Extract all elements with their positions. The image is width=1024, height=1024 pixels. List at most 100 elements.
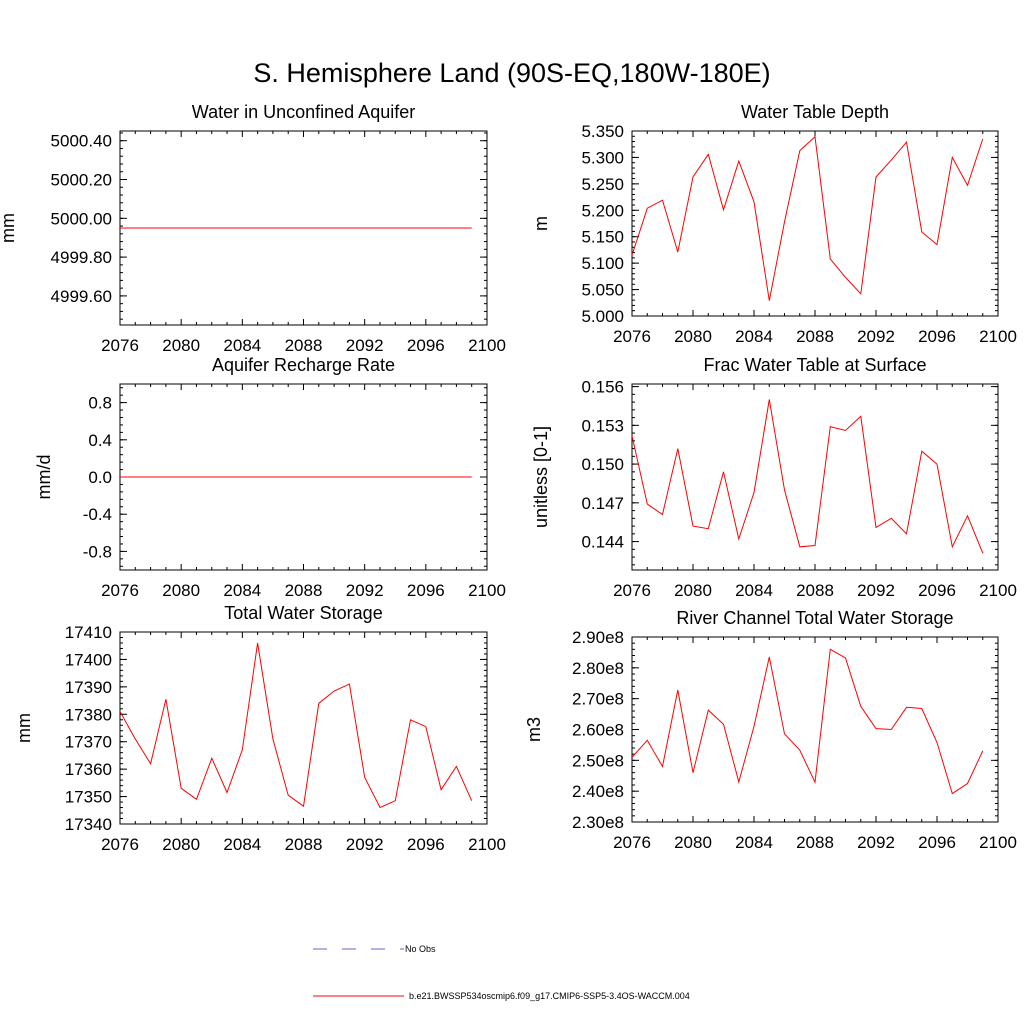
panel-frac-water-table-at-surface-xtick-label: 2076 [613,581,651,600]
panel-total-water-storage-xtick-label: 2096 [407,835,445,854]
panel-water-in-unconfined-aquifer-ytick-label: 5000.40 [51,132,112,151]
panel-water-in-unconfined-aquifer-title: Water in Unconfined Aquifer [192,102,415,122]
panel-frac-water-table-at-surface-ytick-label: 0.144 [581,533,624,552]
panel-river-channel-total-water-storage-ylabel: m3 [524,717,544,742]
panel-frac-water-table-at-surface-xtick-label: 2084 [735,581,773,600]
panel-aquifer-recharge-rate-ylabel: mm/d [34,455,54,500]
panel-river-channel-total-water-storage-title: River Channel Total Water Storage [676,608,953,628]
panel-aquifer-recharge-rate-xtick-label: 2076 [101,581,139,600]
panel-water-in-unconfined-aquifer-ytick-label: 5000.00 [51,209,112,228]
panel-aquifer-recharge-rate-ytick-label: 0.8 [88,394,112,413]
panel-river-channel-total-water-storage-xtick-label: 2080 [674,833,712,852]
panel-water-table-depth-title: Water Table Depth [741,102,889,122]
panel-water-table-depth-frame [631,130,999,317]
panel-water-table-depth-ytick-label: 5.250 [581,175,624,194]
panel-total-water-storage-ytick-label: 17410 [65,623,112,642]
panel-frac-water-table-at-surface-title: Frac Water Table at Surface [703,355,926,375]
legend-label-no-obs: No Obs [405,944,436,954]
panel-river-channel-total-water-storage-series-line [631,648,984,795]
figure-title: S. Hemisphere Land (90S-EQ,180W-180E) [253,58,770,88]
panel-water-in-unconfined-aquifer-ytick-label: 4999.60 [51,287,112,306]
legend: No Obs b.e21.BWSSP534oscmip6.f09_g17.CMI… [313,944,690,1001]
panel-total-water-storage-ylabel: mm [14,713,34,743]
panel-water-in-unconfined-aquifer-xtick-label: 2096 [407,336,445,355]
panel-water-table-depth-ylabel: m [531,216,551,231]
panel-river-channel-total-water-storage-xtick-label: 2084 [735,833,773,852]
panel-river-channel-total-water-storage-xtick-label: 2076 [613,833,651,852]
legend-label-model: b.e21.BWSSP534oscmip6.f09_g17.CMIP6-SSP5… [409,991,690,1001]
panel-frac-water-table-at-surface-ytick-label: 0.147 [581,494,624,513]
panel-water-in-unconfined-aquifer: Water in Unconfined Aquifer mm 2076 2080 208… [0,102,506,355]
panel-aquifer-recharge-rate-xtick-label: 2096 [407,581,445,600]
panel-river-channel-total-water-storage-ytick-label: 2.90e8 [572,628,624,647]
panel-aquifer-recharge-rate-ytick-label: 0.4 [88,431,112,450]
panel-water-table-depth-xtick-label: 2080 [674,327,712,346]
panel-total-water-storage-xtick-label: 2080 [162,835,200,854]
panel-water-table-depth-xtick-label: 2076 [613,327,651,346]
panel-river-channel-total-water-storage-xtick-label: 2096 [918,833,956,852]
panel-total-water-storage-frame [119,631,488,825]
panel-water-table-depth-xtick-label: 2096 [918,327,956,346]
panel-frac-water-table-at-surface: Frac Water Table at Surface unitless [0-1… [531,355,1017,600]
panel-total-water-storage-xtick-label: 2100 [468,835,506,854]
panel-river-channel-total-water-storage-ytick-label: 2.70e8 [572,690,624,709]
panel-water-in-unconfined-aquifer-xtick-label: 2100 [468,336,506,355]
panel-aquifer-recharge-rate-xtick-label: 2088 [285,581,323,600]
panel-total-water-storage-xtick-label: 2092 [346,835,384,854]
panel-frac-water-table-at-surface-xtick-label: 2088 [796,581,834,600]
panel-frac-water-table-at-surface-ytick-label: 0.150 [581,455,624,474]
panel-water-table-depth-ytick-label: 5.100 [581,254,624,273]
panel-river-channel-total-water-storage-ytick-label: 2.30e8 [572,813,624,832]
panel-water-table-depth-series-line [631,135,984,301]
panel-water-in-unconfined-aquifer-xtick-label: 2080 [162,336,200,355]
panel-river-channel-total-water-storage-ytick-label: 2.50e8 [572,751,624,770]
panel-water-table-depth-ytick-label: 5.200 [581,201,624,220]
panel-total-water-storage-ytick-label: 17370 [65,733,112,752]
panel-aquifer-recharge-rate-ytick-label: -0.8 [83,542,112,561]
panel-aquifer-recharge-rate-xtick-label: 2100 [468,581,506,600]
panel-frac-water-table-at-surface-xtick-label: 2080 [674,581,712,600]
panel-river-channel-total-water-storage-xtick-label: 2092 [857,833,895,852]
panel-frac-water-table-at-surface-xtick-label: 2092 [857,581,895,600]
panel-total-water-storage-ytick-label: 17350 [65,788,112,807]
panel-water-table-depth: Water Table Depth m 2076 2080 2084 2088 2092 20… [531,102,1017,346]
panel-water-in-unconfined-aquifer-xtick-label: 2084 [223,336,261,355]
panel-frac-water-table-at-surface-series-line [631,399,984,554]
panel-river-channel-total-water-storage-ytick-label: 2.80e8 [572,659,624,678]
panel-total-water-storage-title: Total Water Storage [224,603,382,623]
panel-river-channel-total-water-storage-ytick-label: 2.60e8 [572,721,624,740]
panel-water-table-depth-ytick-label: 5.000 [581,307,624,326]
panel-river-channel-total-water-storage-ytick-label: 2.40e8 [572,782,624,801]
panel-water-table-depth-xtick-label: 2092 [857,327,895,346]
panel-total-water-storage-xtick-label: 2076 [101,835,139,854]
panel-water-in-unconfined-aquifer-xtick-label: 2088 [285,336,323,355]
panel-water-table-depth-xtick-label: 2084 [735,327,773,346]
panel-river-channel-total-water-storage-xtick-label: 2100 [979,833,1017,852]
panel-water-table-depth-ytick-label: 5.150 [581,228,624,247]
panel-aquifer-recharge-rate: Aquifer Recharge Rate mm/d 2076 2080 2084 208… [34,355,506,600]
panel-water-table-depth-ytick-label: 5.050 [581,281,624,300]
panel-total-water-storage-ytick-label: 17340 [65,815,112,834]
panel-total-water-storage-series-line [119,642,473,809]
panel-aquifer-recharge-rate-title: Aquifer Recharge Rate [212,355,395,375]
panel-total-water-storage-ytick-label: 17380 [65,705,112,724]
panel-aquifer-recharge-rate-ytick-label: 0.0 [88,468,112,487]
panel-water-table-depth-xtick-label: 2088 [796,327,834,346]
panel-total-water-storage-ytick-label: 17390 [65,678,112,697]
panel-frac-water-table-at-surface-ylabel: unitless [0-1] [531,426,551,528]
panel-frac-water-table-at-surface-xtick-label: 2100 [979,581,1017,600]
panel-water-in-unconfined-aquifer-xtick-label: 2076 [101,336,139,355]
panel-aquifer-recharge-rate-xtick-label: 2092 [346,581,384,600]
panel-aquifer-recharge-rate-ytick-label: -0.4 [83,505,112,524]
panel-frac-water-table-at-surface-ytick-label: 0.156 [581,378,624,397]
panel-water-table-depth-ytick-label: 5.300 [581,148,624,167]
panel-total-water-storage-ytick-label: 17360 [65,760,112,779]
panel-aquifer-recharge-rate-xtick-label: 2084 [223,581,261,600]
panel-water-in-unconfined-aquifer-ylabel: mm [0,213,18,243]
panel-river-channel-total-water-storage-xtick-label: 2088 [796,833,834,852]
panel-total-water-storage: Total Water Storage mm 2076 2080 2084 2088 209… [14,603,506,854]
panel-aquifer-recharge-rate-xtick-label: 2080 [162,581,200,600]
panel-water-table-depth-xtick-label: 2100 [979,327,1017,346]
